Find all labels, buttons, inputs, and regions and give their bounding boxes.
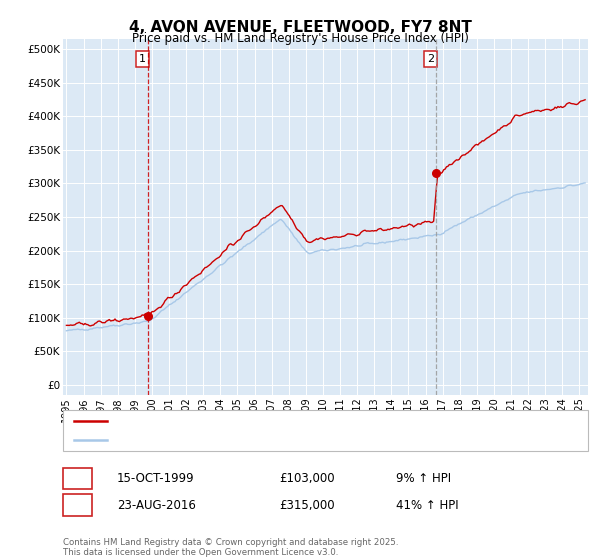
Text: 9% ↑ HPI: 9% ↑ HPI xyxy=(396,472,451,486)
Text: 1: 1 xyxy=(139,54,146,64)
Text: 41% ↑ HPI: 41% ↑ HPI xyxy=(396,498,458,512)
Text: £315,000: £315,000 xyxy=(279,498,335,512)
Text: 4, AVON AVENUE, FLEETWOOD, FY7 8NT (detached house): 4, AVON AVENUE, FLEETWOOD, FY7 8NT (deta… xyxy=(114,417,418,426)
Text: 4, AVON AVENUE, FLEETWOOD, FY7 8NT: 4, AVON AVENUE, FLEETWOOD, FY7 8NT xyxy=(128,20,472,35)
Text: 23-AUG-2016: 23-AUG-2016 xyxy=(117,498,196,512)
Text: 2: 2 xyxy=(427,54,434,64)
Text: 15-OCT-1999: 15-OCT-1999 xyxy=(117,472,194,486)
Text: Contains HM Land Registry data © Crown copyright and database right 2025.
This d: Contains HM Land Registry data © Crown c… xyxy=(63,538,398,557)
Text: 1: 1 xyxy=(74,472,81,486)
Text: 2: 2 xyxy=(74,498,81,512)
Text: Price paid vs. HM Land Registry's House Price Index (HPI): Price paid vs. HM Land Registry's House … xyxy=(131,32,469,45)
Text: HPI: Average price, detached house, Wyre: HPI: Average price, detached house, Wyre xyxy=(114,435,334,445)
Text: £103,000: £103,000 xyxy=(279,472,335,486)
